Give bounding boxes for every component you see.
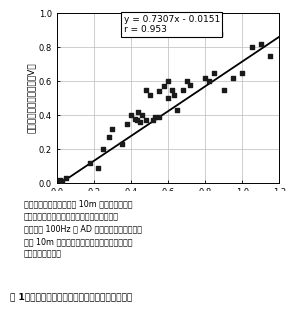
Point bbox=[212, 70, 217, 75]
Point bbox=[95, 165, 100, 171]
Point bbox=[175, 108, 180, 113]
Point bbox=[268, 53, 272, 58]
Point bbox=[60, 179, 65, 184]
Point bbox=[119, 142, 124, 147]
Point bbox=[157, 89, 161, 94]
Point bbox=[153, 114, 157, 119]
Point bbox=[157, 114, 161, 119]
Point bbox=[207, 79, 211, 84]
Point bbox=[188, 82, 193, 87]
Point bbox=[88, 160, 93, 165]
Point bbox=[107, 135, 111, 140]
Point bbox=[129, 113, 133, 118]
X-axis label: 穀粒流量（g/sec）: 穀粒流量（g/sec） bbox=[140, 200, 196, 209]
Point bbox=[147, 92, 152, 97]
Point bbox=[171, 92, 176, 97]
Point bbox=[125, 121, 129, 126]
Point bbox=[151, 117, 155, 123]
Point bbox=[134, 117, 139, 123]
Text: 図 1　穀粒流量に対する光学式センサ出力の変化: 図 1 穀粒流量に対する光学式センサ出力の変化 bbox=[10, 292, 132, 301]
Point bbox=[162, 83, 167, 89]
Point bbox=[203, 75, 207, 81]
Y-axis label: 光学式センサ出力変化（V）: 光学式センサ出力変化（V） bbox=[27, 63, 36, 134]
Point bbox=[166, 96, 171, 101]
Point bbox=[169, 87, 174, 92]
Point bbox=[64, 176, 68, 181]
Point bbox=[143, 87, 148, 92]
Point bbox=[136, 109, 141, 115]
Point bbox=[132, 116, 137, 121]
Point bbox=[184, 79, 189, 84]
Point bbox=[180, 87, 185, 92]
Point bbox=[240, 70, 244, 75]
Point bbox=[231, 75, 235, 81]
Point bbox=[218, 31, 222, 36]
Text: 穀粒流量は収穮中の箕を 10m 毎、連続的に回
収して算出。光学式センサ出力変化は、セン
サ出力を 100Hz で AD 変換し、箕回収に対応
する 10m 毎: 穀粒流量は収穮中の箕を 10m 毎、連続的に回 収して算出。光学式センサ出力変化… bbox=[24, 200, 142, 259]
Point bbox=[110, 126, 115, 131]
FancyBboxPatch shape bbox=[0, 190, 291, 278]
Point bbox=[258, 41, 263, 47]
Point bbox=[166, 79, 171, 84]
Text: y = 0.7307x - 0.0151
r = 0.953: y = 0.7307x - 0.0151 r = 0.953 bbox=[123, 15, 220, 34]
Point bbox=[101, 147, 105, 152]
Point bbox=[249, 45, 254, 50]
Point bbox=[58, 177, 63, 182]
Point bbox=[143, 117, 148, 123]
Point bbox=[138, 119, 143, 125]
Point bbox=[140, 113, 144, 118]
Point bbox=[221, 87, 226, 92]
